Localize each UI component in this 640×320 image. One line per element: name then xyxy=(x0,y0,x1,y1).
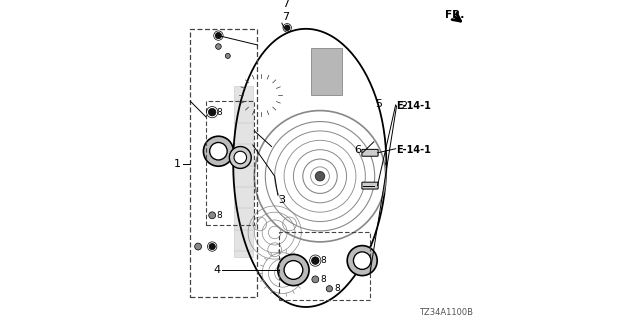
Circle shape xyxy=(234,151,246,164)
Circle shape xyxy=(225,53,230,59)
Circle shape xyxy=(312,257,319,264)
Text: 5: 5 xyxy=(374,99,381,109)
Bar xyxy=(206,101,254,225)
Circle shape xyxy=(284,25,290,31)
Text: FR.: FR. xyxy=(445,10,465,20)
Text: E-14-1: E-14-1 xyxy=(397,101,431,111)
Circle shape xyxy=(326,286,333,292)
Circle shape xyxy=(216,44,221,49)
Text: 7: 7 xyxy=(282,0,289,9)
Text: 8: 8 xyxy=(334,284,340,293)
Circle shape xyxy=(209,244,215,250)
Bar xyxy=(234,85,253,258)
Text: 4: 4 xyxy=(214,265,221,275)
Circle shape xyxy=(209,212,216,219)
Circle shape xyxy=(316,172,324,181)
Circle shape xyxy=(278,254,309,286)
Text: TZ34A1100B: TZ34A1100B xyxy=(419,308,473,317)
FancyBboxPatch shape xyxy=(362,149,378,156)
Circle shape xyxy=(312,276,319,283)
Circle shape xyxy=(209,108,216,116)
Text: 7: 7 xyxy=(282,12,290,22)
Circle shape xyxy=(210,142,227,160)
Text: 6: 6 xyxy=(354,145,361,155)
Text: 3: 3 xyxy=(278,195,285,205)
Circle shape xyxy=(353,252,371,269)
Circle shape xyxy=(195,243,202,250)
Bar xyxy=(190,29,257,297)
Text: 1: 1 xyxy=(174,159,181,169)
Text: 8: 8 xyxy=(217,211,223,220)
Circle shape xyxy=(229,147,252,168)
Text: 2: 2 xyxy=(400,101,407,111)
Circle shape xyxy=(215,32,221,39)
FancyBboxPatch shape xyxy=(362,182,378,189)
Text: 8: 8 xyxy=(320,275,326,284)
Bar xyxy=(310,48,342,95)
Circle shape xyxy=(347,246,377,276)
Text: 8: 8 xyxy=(217,108,223,117)
Circle shape xyxy=(284,260,303,279)
Bar xyxy=(280,233,370,300)
Circle shape xyxy=(204,136,234,166)
Text: E-14-1: E-14-1 xyxy=(397,145,431,155)
Text: 8: 8 xyxy=(320,256,326,265)
